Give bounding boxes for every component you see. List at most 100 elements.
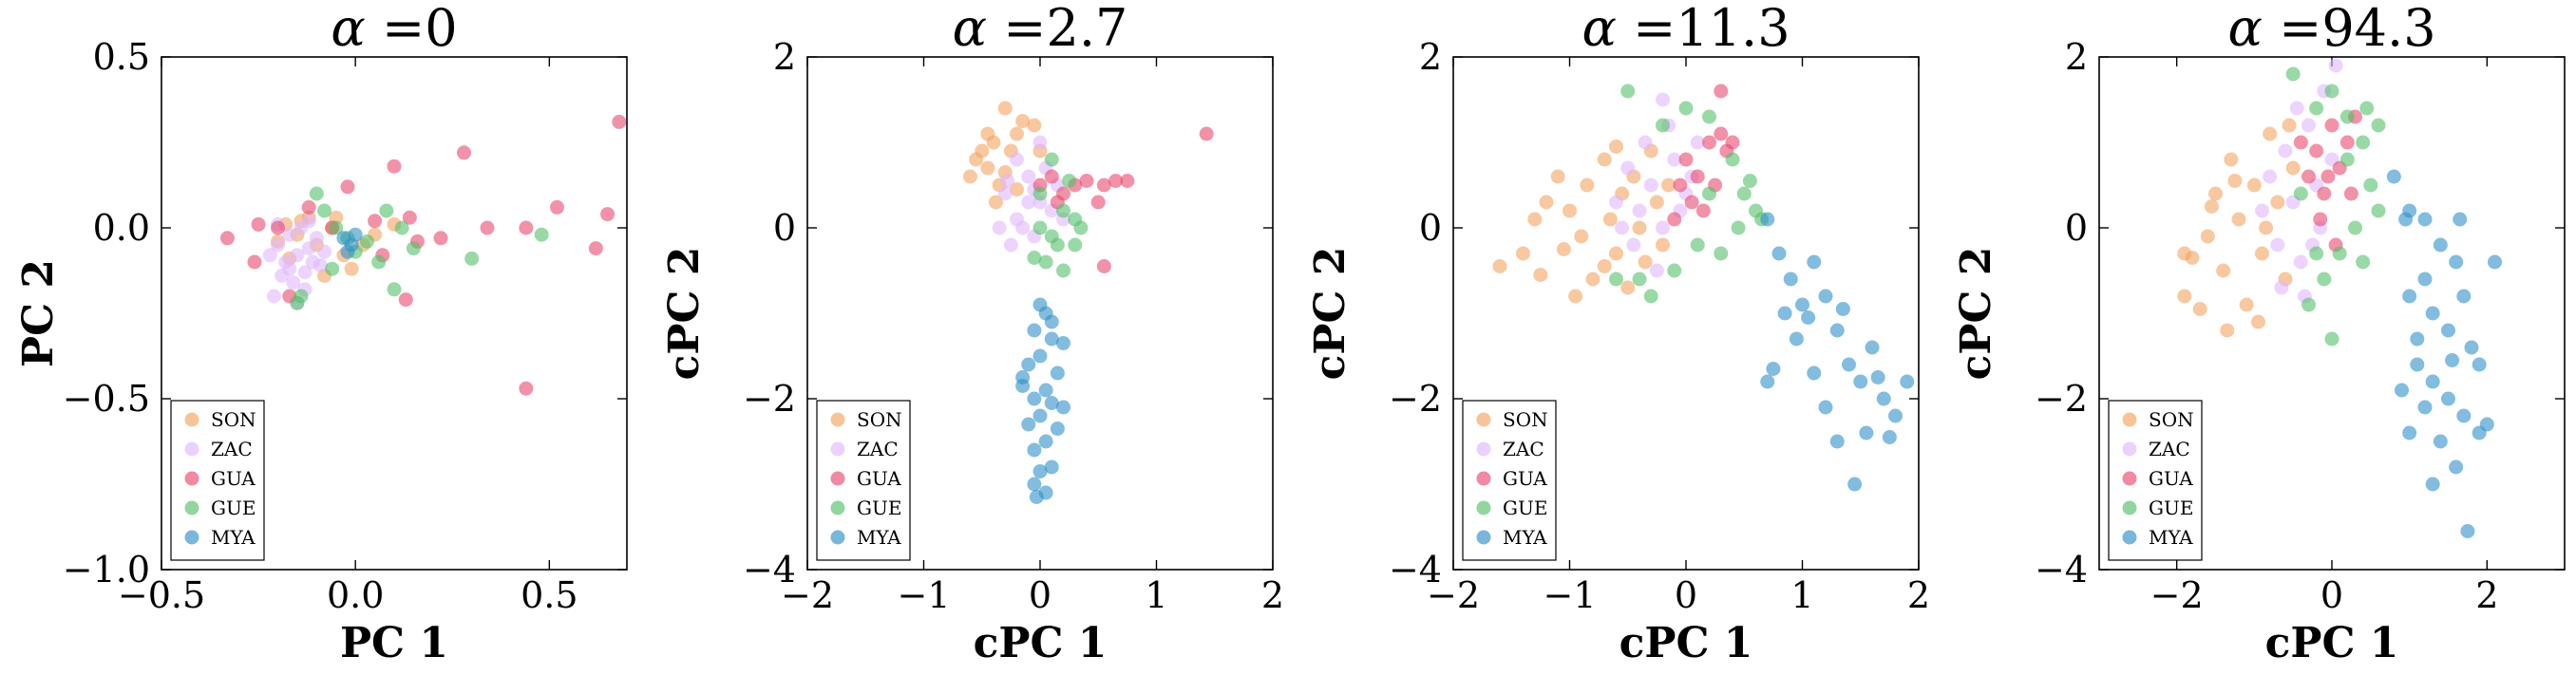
point-zac [1649,263,1664,278]
point-gua [433,231,448,246]
x-tick-label: −1 [1543,574,1596,616]
point-zac [2328,58,2343,73]
point-gue [329,220,344,235]
point-mya [1044,314,1059,329]
point-gua [2320,169,2336,184]
point-gue [2339,152,2355,167]
point-gua [1120,174,1135,188]
point-son [1597,259,1612,273]
point-son [1027,118,1042,133]
legend-marker-gua [2122,471,2137,486]
point-gua [457,145,471,160]
point-gue [294,289,309,304]
point-zac [301,241,316,256]
point-son [2177,289,2192,304]
point-son [1609,246,1623,261]
y-tick-label: −2 [1389,378,1442,420]
point-gua [612,114,627,129]
y-tick-label: −4 [1389,549,1442,591]
point-mya [2488,254,2502,270]
point-gue [1736,186,1752,201]
point-son [2263,126,2278,141]
point-son [988,195,1003,210]
point-son [2216,263,2231,278]
point-gue [2317,272,2332,287]
point-mya [1870,370,1885,384]
point-zac [1000,174,1015,188]
point-mya [2433,237,2448,253]
y-axis-label: cPC 2 [1306,247,1354,381]
point-mya [1050,422,1065,436]
point-son [2255,246,2269,261]
point-zac [2270,237,2285,253]
point-gua [2317,186,2332,201]
point-gua [1684,195,1699,210]
legend-label-son: SON [1503,408,1548,431]
point-mya [1818,400,1833,415]
point-son [980,126,995,141]
legend-marker-gue [1476,500,1491,516]
legend: SON ZAC GUA GUE MYA [2108,400,2203,561]
point-son [1580,178,1595,193]
x-tick-label: 0 [1675,574,1697,616]
point-gue [371,254,387,270]
point-son [1602,212,1618,227]
point-gue [317,203,331,218]
point-zac [1626,237,1641,253]
point-gue [359,234,374,249]
point-gue [1620,84,1636,99]
point-mya [2453,212,2468,227]
point-mya [2456,289,2472,304]
point-zac [297,265,313,280]
point-mya [1835,302,1850,316]
point-gua [1690,169,1705,184]
point-gue [2309,101,2324,116]
legend-marker-mya [2122,530,2137,545]
x-tick-label: 2 [1907,574,1930,616]
title-prefix: α = [953,0,1047,58]
point-son [2270,195,2285,210]
point-mya [2417,272,2433,287]
point-zac [1010,152,1024,167]
point-zac [1638,135,1653,150]
title-value: 94.3 [2321,0,2435,58]
point-gua [1079,174,1094,188]
point-son [2204,199,2219,214]
legend-marker-son [830,412,845,427]
point-zac [2263,169,2278,184]
point-gue [2309,246,2324,261]
point-mya [1032,408,1048,423]
point-zac [2293,254,2308,270]
point-gua [251,216,266,232]
legend-label-gue: GUE [1503,497,1547,519]
point-gua [519,220,534,235]
point-gue [1702,186,1716,201]
point-son [2231,212,2246,227]
point-gua [600,207,616,222]
point-zac [1609,195,1623,210]
point-mya [1044,396,1059,410]
point-zac [1656,220,1670,235]
point-mya [2402,289,2417,304]
point-son [1585,272,1601,287]
point-gue [1044,152,1059,167]
point-gua [340,179,355,195]
point-gua [301,199,316,215]
y-axis-label: PC 2 [14,259,63,367]
y-tick-label: −4 [743,549,796,591]
point-gue [1678,101,1694,116]
title-value: 2.7 [1047,0,1128,58]
point-mya [1038,485,1053,500]
title-prefix: α = [2227,0,2321,58]
point-son [2192,302,2207,316]
point-zac [1656,92,1670,107]
point-mya [1038,434,1053,449]
legend-marker-son [2122,412,2137,427]
scatter-points [963,101,1214,504]
x-tick-label: 1 [1145,574,1167,616]
point-gue [325,261,340,276]
point-gue [1027,251,1042,265]
x-axis-label: cPC 1 [1619,619,1753,667]
x-tick-label: −2 [781,574,834,616]
point-mya [1027,323,1042,338]
